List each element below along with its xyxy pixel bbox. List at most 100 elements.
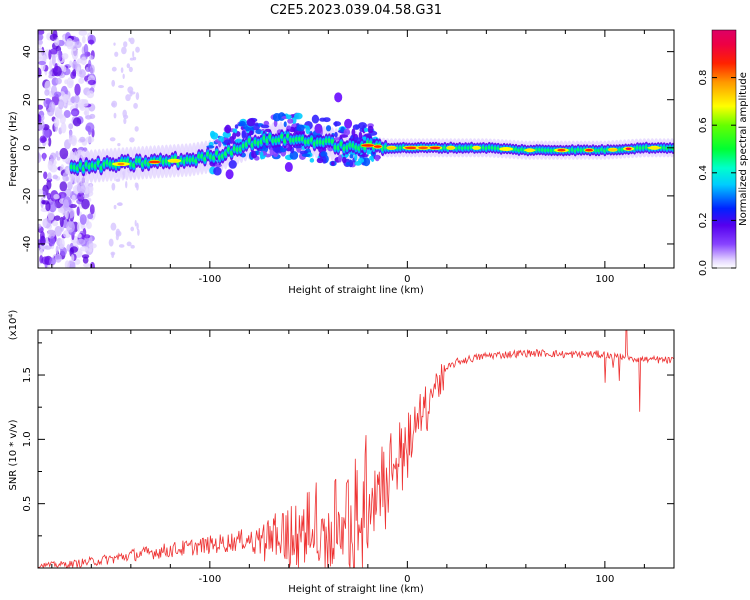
spectrogram-blob [71, 48, 79, 61]
spectrogram-blob [259, 151, 264, 160]
spectrogram-blob [77, 233, 82, 239]
spectrogram-hotspot [557, 148, 566, 152]
spectrogram-blob [79, 246, 89, 252]
spectrogram-blob [352, 124, 360, 130]
spectrogram-blob [88, 243, 97, 249]
spectrogram-blob [129, 37, 135, 45]
spectrogram-blob [44, 80, 51, 93]
spectrogram-blob [79, 136, 86, 143]
spectrogram-blob [49, 235, 56, 247]
spectrogram-blob [358, 131, 363, 140]
spectrogram-ytick-label: 0 [22, 145, 33, 151]
spectrogram-blob [85, 221, 92, 229]
spectrogram-blob [113, 204, 117, 210]
spectrogram-blob [260, 124, 270, 129]
spectrogram-band [96, 160, 101, 166]
spectrogram-blob [76, 183, 86, 194]
spectrogram-blob [238, 120, 246, 127]
snr-plot-area [38, 330, 674, 568]
snr-ylabel: SNR (10 * v/v) [8, 419, 19, 490]
spectrogram-blob [58, 99, 64, 110]
spectrogram-blob [54, 63, 58, 73]
spectrogram-band [339, 141, 343, 147]
spectrogram-blob [59, 238, 65, 250]
spectrogram-blob [68, 203, 77, 209]
spectrogram-blob [59, 147, 69, 160]
spectrogram-blob [55, 245, 59, 255]
spectrogram-xtick-label: -100 [198, 274, 221, 285]
spectrogram-blob [284, 162, 293, 173]
spectrogram-blob [64, 79, 69, 85]
spectrogram-blob [330, 161, 335, 166]
spectrogram-blob [38, 260, 41, 268]
spectrogram-hotspot [625, 147, 632, 151]
spectrogram-blob [338, 154, 343, 163]
spectrogram-hotspot [168, 159, 180, 163]
spectrogram-blob [70, 261, 76, 268]
spectrogram-hotspot [647, 146, 662, 150]
spectrogram-blob [234, 124, 239, 129]
spectrogram-blob [272, 112, 281, 122]
spectrogram-hotspot [502, 147, 510, 151]
spectrogram-blob [42, 190, 46, 199]
spectrogram-blob [232, 132, 237, 140]
spectrogram-blob [74, 258, 81, 265]
spectrogram-band [203, 156, 207, 162]
spectrogram-hotspot [523, 148, 536, 152]
spectrogram-blob [64, 260, 70, 268]
snr-xtick-label: 0 [404, 574, 410, 585]
spectrogram-blob [225, 169, 234, 180]
spectrogram-blob [126, 241, 132, 247]
spectrogram-blob [43, 171, 48, 180]
spectrogram-blob [81, 35, 86, 44]
spectrogram-blob [369, 155, 373, 161]
spectrogram-blob [38, 33, 44, 41]
spectrogram-band [280, 134, 284, 139]
spectrogram-blob [62, 199, 70, 212]
spectrogram-blob [44, 245, 52, 250]
spectrogram-blob [54, 215, 61, 221]
spectrogram-blob [87, 126, 92, 136]
colorbar: 0.0 0.2 0.4 0.6 0.8 Normalized spectral ampl… [698, 29, 749, 276]
snr-ytick-label: 1.0 [22, 431, 33, 447]
spectrogram-blob [109, 137, 116, 142]
spectrogram-heatmap [38, 30, 674, 268]
spectrogram-blob [48, 101, 56, 113]
spectrogram-blob [79, 214, 87, 225]
spectrogram-blob [272, 145, 281, 153]
spectrogram-blob [38, 67, 42, 78]
spectrogram-blob [125, 94, 131, 102]
spectrogram-blob [76, 66, 81, 77]
spectrogram-blob [213, 166, 222, 176]
spectrogram-blob [228, 160, 237, 169]
spectrogram-blob [311, 114, 320, 124]
spectrogram-blob [263, 120, 270, 126]
spectrogram-blob [86, 90, 95, 99]
spectrogram-blob [117, 143, 121, 147]
spectrogram-blob [89, 204, 95, 215]
spectrogram-band [99, 165, 104, 171]
spectrogram-blob [87, 213, 94, 220]
spectrogram-hotspot [373, 145, 382, 148]
spectrogram-hotspot [386, 146, 397, 150]
spectrogram-blob [65, 176, 70, 182]
spectrogram-blob [38, 104, 44, 110]
spectrogram-blob [49, 152, 57, 161]
spectrogram-blob [113, 42, 116, 46]
colorbar-tick-label: 0.0 [698, 260, 709, 276]
spectrogram-blob [76, 206, 80, 216]
spectrogram-blob [135, 92, 140, 101]
spectrogram-hotspot [472, 146, 481, 150]
snr-series [38, 330, 674, 568]
spectrogram-blob [224, 124, 232, 134]
snr-xtick-label: 100 [595, 574, 614, 585]
spectrogram-blob [52, 30, 58, 40]
spectrogram-band [286, 133, 290, 139]
spectrogram-blob [38, 60, 46, 66]
snr-xtick-label: -100 [198, 574, 221, 585]
spectrogram-blob [89, 55, 94, 60]
spectrogram-blob [80, 56, 87, 65]
spectrogram-blob [123, 41, 128, 48]
spectrogram-blob [133, 102, 138, 109]
spectrogram-blob [132, 50, 135, 58]
